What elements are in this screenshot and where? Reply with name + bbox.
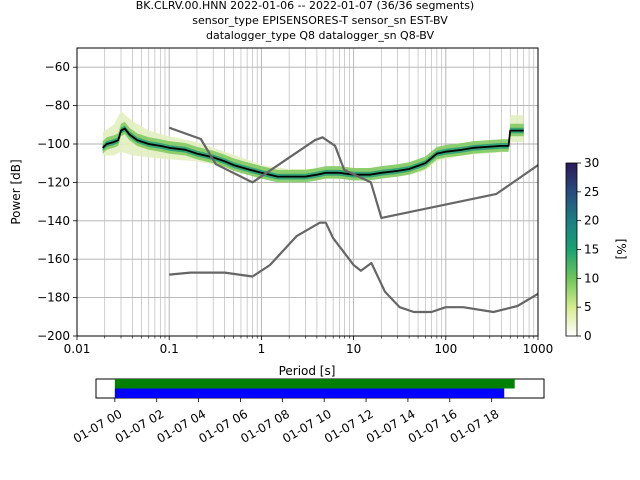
series-line-nhnm	[168, 126, 539, 219]
y-axis-label: Power [dB]	[9, 159, 23, 224]
timeline-bar	[114, 388, 505, 398]
y-tick-label: −200	[37, 329, 70, 343]
colorbar-tick-label: 15	[584, 243, 599, 257]
chart-title: BK.CLRV.00.HNN 2022-01-06 -- 2022-01-07 …	[136, 0, 474, 42]
y-tick-label: −100	[37, 137, 70, 151]
series-line-nlnm	[169, 221, 539, 314]
colorbar-ticks: 0 5 10 15 20 25 30	[577, 156, 599, 343]
x-axis-label: Period [s]	[279, 364, 336, 378]
x-tick-label: 10	[346, 342, 361, 356]
series-lines	[102, 126, 539, 314]
colorbar-tick-label: 10	[584, 271, 599, 285]
psd-plot: 0.01 0.1 1 10 100 1000 −60 −80 −100 −120 −140 −160…	[9, 47, 554, 378]
x-tick-label: 0.01	[64, 342, 91, 356]
x-tick-label: 0.1	[160, 342, 179, 356]
title-line-2: sensor_type EPISENSORES-T sensor_sn EST-…	[192, 14, 448, 27]
colorbar-gradient	[565, 162, 578, 337]
x-tick-label: 100	[434, 342, 457, 356]
colorbar-tick-label: 30	[584, 156, 599, 170]
colorbar: 0 5 10 15 20 25 30 [%]	[565, 156, 628, 343]
y-tick-label: −140	[37, 214, 70, 228]
grid-lines	[76, 48, 538, 337]
y-axis: −60 −80 −100 −120 −140 −160 −180 −200	[37, 60, 77, 343]
colorbar-label: [%]	[614, 239, 628, 260]
title-line-1: BK.CLRV.00.HNN 2022-01-06 -- 2022-01-07 …	[136, 0, 474, 12]
timeline-bar	[114, 379, 515, 389]
y-tick-label: −60	[45, 60, 70, 74]
colorbar-tick-label: 0	[584, 329, 592, 343]
y-tick-label: −120	[37, 175, 70, 189]
series-line-mode	[102, 127, 524, 178]
timeline-bars	[114, 379, 515, 398]
colorbar-tick-label: 5	[584, 300, 592, 314]
x-tick-label: 1000	[523, 342, 554, 356]
plot-frame	[76, 47, 539, 337]
y-tick-label: −80	[45, 99, 70, 113]
x-tick-label: 1	[258, 342, 266, 356]
title-line-3: datalogger_type Q8 datalogger_sn Q8-BV	[206, 29, 434, 42]
colorbar-tick-label: 25	[584, 185, 599, 199]
y-tick-label: −180	[37, 291, 70, 305]
y-tick-label: −160	[37, 252, 70, 266]
colorbar-tick-label: 20	[584, 214, 599, 228]
x-axis: 0.01 0.1 1 10 100 1000	[64, 336, 554, 356]
